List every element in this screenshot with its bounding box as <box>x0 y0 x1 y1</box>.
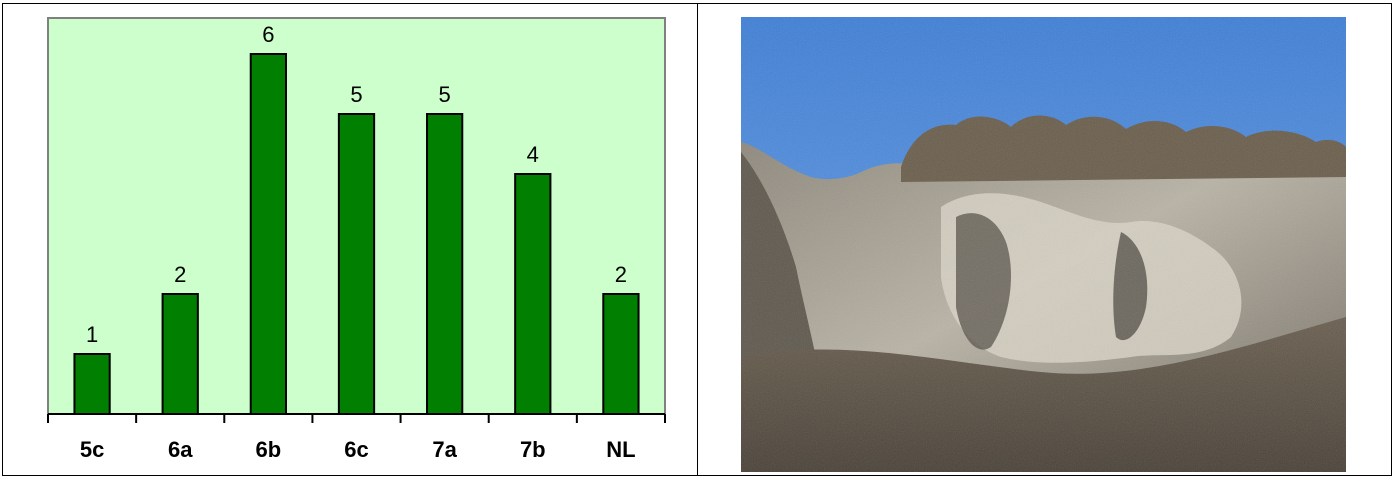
data-label-6c: 5 <box>350 82 362 107</box>
bar-6c <box>337 113 376 415</box>
chart-cell: 1 5c 2 6a 6 6b 5 6c 5 7a 4 7b 2 NL <box>3 4 697 475</box>
x-tick-label-NL: NL <box>606 437 635 462</box>
x-tick-label-7b: 7b <box>520 437 546 462</box>
bar-5c <box>73 353 111 415</box>
table-divider <box>697 3 698 476</box>
bar-7a <box>426 113 464 415</box>
bar-NL <box>602 293 640 415</box>
data-label-7a: 5 <box>439 82 451 107</box>
x-tick-label-6a: 6a <box>168 437 193 462</box>
bar-6a <box>161 293 199 415</box>
data-label-6a: 2 <box>174 262 186 287</box>
bar-6b <box>249 53 287 415</box>
x-tick-label-5c: 5c <box>80 437 104 462</box>
data-label-5c: 1 <box>86 322 98 347</box>
x-tick-label-6b: 6b <box>256 437 282 462</box>
cliff-photo <box>741 17 1346 472</box>
data-label-7b: 4 <box>527 142 539 167</box>
data-label-NL: 2 <box>615 262 627 287</box>
x-tick-label-7a: 7a <box>432 437 457 462</box>
bar-chart: 1 5c 2 6a 6 6b 5 6c 5 7a 4 7b 2 NL <box>47 17 666 462</box>
x-tick-label-6c: 6c <box>344 437 368 462</box>
bar-7b <box>514 173 552 415</box>
photo-cell <box>698 4 1391 475</box>
data-label-6b: 6 <box>262 22 274 47</box>
